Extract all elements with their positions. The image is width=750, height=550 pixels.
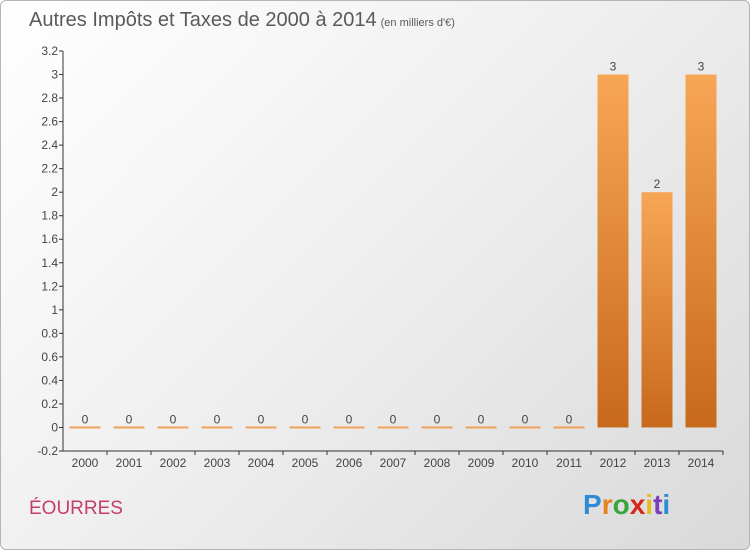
data-label: 0 [82, 412, 89, 426]
logo-letter: i [645, 489, 654, 520]
x-tick-label: 2004 [248, 456, 275, 470]
y-tick-label: 0 [51, 420, 58, 434]
data-label: 0 [522, 412, 529, 426]
data-label: 0 [214, 412, 221, 426]
chart-title: Autres Impôts et Taxes de 2000 à 2014 (en… [29, 9, 455, 32]
y-tick-label: 1.2 [41, 279, 58, 293]
logo-letter: P [583, 489, 602, 520]
bar [289, 426, 321, 429]
data-label: 0 [302, 412, 309, 426]
bar [465, 426, 497, 429]
y-tick-label: 2.8 [41, 91, 58, 105]
y-tick-label: 1 [51, 303, 58, 317]
data-label: 2 [654, 177, 661, 191]
y-tick-label: 2.6 [41, 115, 58, 129]
x-tick-label: 2003 [204, 456, 231, 470]
x-tick-label: 2007 [380, 456, 407, 470]
chart-unit: (en milliers d'€) [380, 17, 455, 29]
data-label: 0 [566, 412, 573, 426]
y-tick-label: 1.8 [41, 209, 58, 223]
x-tick-label: 2012 [600, 456, 627, 470]
bar [377, 426, 409, 429]
x-tick-label: 2014 [688, 456, 715, 470]
y-tick-label: 3 [51, 68, 58, 82]
data-label: 0 [346, 412, 353, 426]
logo-letter: i [662, 489, 671, 520]
chart-axes: -0.2 0 0.2 0.4 0.6 0.8 1 1.2 1.4 1.6 1.8 2 2.2 2.4 2.6… [37, 44, 724, 458]
logo-letter: r [601, 489, 613, 520]
bar [421, 426, 453, 429]
bar [333, 426, 365, 429]
bar [553, 426, 585, 429]
y-tick-label: -0.2 [37, 444, 58, 458]
bar [245, 426, 277, 429]
y-tick-label: 0.2 [41, 397, 58, 411]
chart-bars [69, 74, 717, 429]
data-label: 3 [698, 60, 705, 74]
data-label: 0 [390, 412, 397, 426]
bar [201, 426, 233, 429]
x-tick-label: 2006 [336, 456, 363, 470]
bar [113, 426, 145, 429]
y-tick-label: 3.2 [41, 44, 58, 58]
proxiti-logo[interactable]: Proxiti [583, 489, 670, 521]
y-tick-label: 1.4 [41, 256, 58, 270]
y-tick-label: 1.6 [41, 232, 58, 246]
data-label: 0 [434, 412, 441, 426]
bar [157, 426, 189, 429]
y-tick-label: 0.8 [41, 326, 58, 340]
data-label: 0 [478, 412, 485, 426]
bar [509, 426, 541, 429]
bar [69, 426, 101, 429]
logo-letter: t [653, 489, 663, 520]
x-tick-label: 2009 [468, 456, 495, 470]
x-tick-label: 2010 [512, 456, 539, 470]
x-tick-label: 2013 [644, 456, 671, 470]
data-label: 0 [170, 412, 177, 426]
commune-name: ÉOURRES [29, 498, 123, 519]
data-label: 0 [258, 412, 265, 426]
x-tick-label: 2001 [116, 456, 143, 470]
x-tick-label: 2002 [160, 456, 187, 470]
data-label: 0 [126, 412, 133, 426]
logo-letter: o [612, 489, 630, 520]
x-tick-label: 2008 [424, 456, 451, 470]
bar [641, 192, 673, 428]
y-tick-label: 2.2 [41, 162, 58, 176]
y-tick-label: 0.6 [41, 350, 58, 364]
bar [685, 74, 717, 428]
data-label: 3 [610, 60, 617, 74]
x-tick-label: 2005 [292, 456, 319, 470]
logo-letter: x [629, 489, 646, 520]
x-tick-label: 2011 [556, 456, 582, 470]
y-tick-label: 0.4 [41, 373, 58, 387]
y-tick-label: 2.4 [41, 138, 58, 152]
x-tick-label: 2000 [72, 456, 99, 470]
chart-labels: 2000020010200202003020040200502006020070… [72, 60, 715, 470]
chart-title-text: Autres Impôts et Taxes de 2000 à 2014 [29, 9, 377, 31]
bar [597, 74, 629, 428]
y-tick-label: 2 [51, 185, 58, 199]
